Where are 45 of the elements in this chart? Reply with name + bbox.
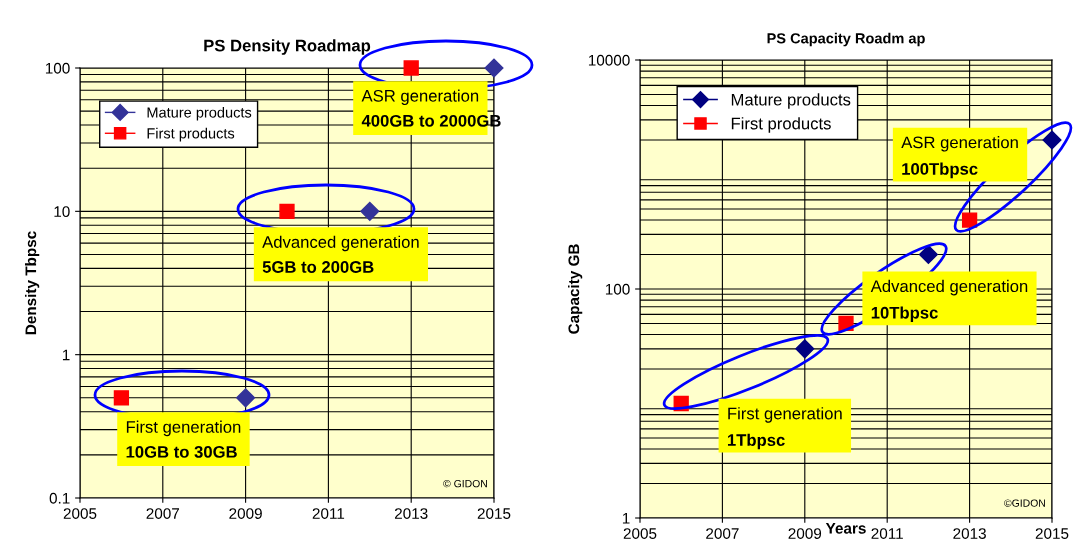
x-tick-label: 2013 [953, 528, 986, 539]
annotation: ©GIDON [1004, 499, 1045, 507]
annotation: © GIDON [443, 479, 487, 488]
text: ASR generation 100Tbpsc [901, 136, 1018, 179]
y-tick-label: 100 [605, 283, 630, 295]
x-tick-label: 2007 [706, 528, 739, 539]
point [961, 212, 978, 228]
y-tick-label: 100 [45, 62, 70, 74]
point [113, 390, 130, 406]
x-tick-label: 2011 [312, 508, 345, 519]
text: First generation 10GB to 30GB [126, 420, 241, 458]
x-tick-label: 2005 [623, 528, 657, 539]
text: Advanced generation 5GB to 200GB [262, 235, 419, 273]
point [403, 60, 419, 76]
point [918, 244, 938, 265]
text: First generation 1Tbpsc [727, 407, 842, 450]
x-tick-label: 2015 [477, 508, 511, 519]
chart-title: PS Density Roadmap [204, 39, 371, 55]
x-tick-label: 2009 [229, 508, 262, 519]
x-tick-label: 2011 [871, 528, 903, 539]
legend-label: Mature products [731, 93, 851, 109]
x-tick-label: 2009 [788, 528, 822, 539]
point [484, 58, 504, 78]
x-tick-label: 2005 [63, 508, 97, 519]
text: Advanced generation 10Tbpsc [870, 279, 1028, 322]
y-tick-label: 10 [54, 206, 70, 218]
x-tick-label: 2015 [1035, 528, 1069, 539]
point [1042, 130, 1062, 150]
x-tick-label: 2013 [394, 508, 428, 519]
y-tick-label: 0.1 [49, 492, 70, 504]
x-axis-title: Years [825, 523, 866, 534]
y-axis-title: Density Tbpsc [24, 231, 40, 335]
y-tick-label: 10000 [588, 54, 630, 66]
point [236, 388, 256, 408]
y-tick-label: 1 [62, 349, 70, 361]
chart-title: PS Capacity Roadm ap [767, 32, 925, 47]
x-tick-label: 2007 [146, 508, 180, 519]
y-tick-label: 1 [622, 513, 630, 524]
point [795, 339, 815, 359]
point [360, 201, 380, 221]
y-axis-title: Capacity GB [568, 244, 583, 334]
legend-label: Mature products [147, 106, 252, 121]
legend-label: First products [147, 127, 235, 142]
point [279, 203, 295, 219]
legend-label: First products [731, 117, 831, 133]
